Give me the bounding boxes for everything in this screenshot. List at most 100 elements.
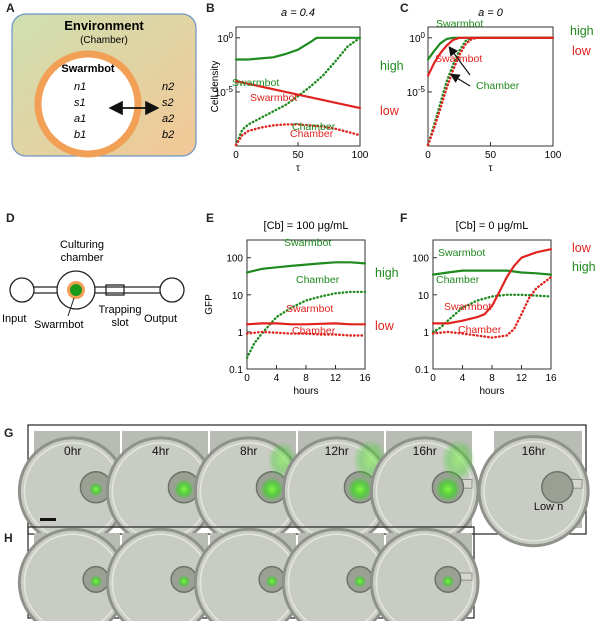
swarmbot-title: Swarmbot xyxy=(61,63,115,75)
environment-title: Environment xyxy=(64,18,144,33)
label-low: low xyxy=(380,104,400,118)
chart-title: [Cb] = 0 μg/mL xyxy=(456,220,529,232)
y-tick-label: 10 xyxy=(232,291,244,302)
x-tick-label: 8 xyxy=(489,373,495,384)
chart-title: [Cb] = 100 μg/mL xyxy=(264,220,349,232)
time-label: 16hr xyxy=(413,444,437,458)
x-axis-label: hours xyxy=(479,386,504,397)
time-label: 8hr xyxy=(240,444,257,458)
var-s2: s2 xyxy=(162,97,174,109)
panel-d: D Culturing chamber Input Swarmbot Trapp… xyxy=(2,211,185,331)
var-b2: b2 xyxy=(162,129,174,141)
x-tick-label: 100 xyxy=(352,150,369,161)
series-line-swarmbot-solid xyxy=(431,269,553,276)
x-tick-label: 8 xyxy=(303,373,309,384)
label-input: Input xyxy=(2,313,26,325)
y-tick-label: 100 xyxy=(226,254,243,265)
x-axis-label: hours xyxy=(293,386,318,397)
y-tick-label: 10 xyxy=(418,291,430,302)
gfp-signal xyxy=(173,479,195,500)
label-swarmbot-red: Swarmbot xyxy=(250,92,297,104)
x-tick-label: 50 xyxy=(292,150,304,161)
gfp-outflow xyxy=(441,438,476,482)
series-line-chamber-dotted xyxy=(431,275,553,339)
label-chamber-green: Chamber xyxy=(476,80,520,92)
panel-letter-h: H xyxy=(4,531,13,545)
y-tick-label: 0.1 xyxy=(229,365,243,376)
x-tick-label: 4 xyxy=(274,373,280,384)
time-label: 16hr xyxy=(522,444,546,458)
gfp-signal xyxy=(177,575,191,588)
label-chamber-green: Chamber xyxy=(292,121,336,133)
micrograph: 0hr xyxy=(17,431,128,546)
swarmbot-pointer xyxy=(67,297,75,317)
arrow-to-red xyxy=(449,73,471,87)
chart-f: F [Cb] = 0 μg/mL 0 4 8 12 16 hours 100 10 1 0.1 Swar… xyxy=(400,211,596,397)
label-low: low xyxy=(375,319,395,333)
micrograph: 8hr xyxy=(193,431,304,546)
var-n1: n1 xyxy=(74,81,86,93)
micrograph xyxy=(17,527,128,626)
panel-a: A Environment (Chamber) Swarmbot n1 s1 a… xyxy=(6,1,197,158)
x-tick-label: 12 xyxy=(330,373,342,384)
series-line-chamber-dotted xyxy=(234,36,362,147)
label-high: high xyxy=(380,59,404,73)
label-output: Output xyxy=(144,313,177,325)
arrow-to-green xyxy=(448,46,471,76)
y-tick-label: 1 xyxy=(423,328,429,339)
label-chamber-red: Chamber xyxy=(292,325,336,337)
frame-caption: Low n xyxy=(534,501,563,513)
x-tick-label: 0 xyxy=(425,150,431,161)
y-tick-label: 100 xyxy=(412,254,429,265)
label-trapping: Trapping xyxy=(98,304,141,316)
chart-title: a = 0 xyxy=(478,7,504,19)
var-n2: n2 xyxy=(162,81,174,93)
series-line-chamber-dotted xyxy=(234,123,362,147)
panel-letter-b: B xyxy=(206,1,215,15)
micrograph xyxy=(369,527,480,626)
label-swarmbot-green: Swarmbot xyxy=(438,247,485,259)
series-line-swarmbot-solid xyxy=(234,36,362,61)
label-low: low xyxy=(572,241,592,255)
series-line-chamber-dotted xyxy=(245,290,367,359)
x-tick-label: 16 xyxy=(359,373,371,384)
label-swarmbot-green: Swarmbot xyxy=(232,77,279,89)
x-tick-label: 50 xyxy=(485,150,497,161)
gfp-signal xyxy=(441,575,455,588)
chart-c: Ca = 0050100τ10010-5SwarmbotSwarmbotCham… xyxy=(400,1,594,174)
label-swarmbot-red: Swarmbot xyxy=(286,303,333,315)
panel-letter-f: F xyxy=(400,211,407,225)
panel-g: G 0hr 4hr 8hr 12hr 16hr 16hr Low n xyxy=(4,424,590,548)
x-tick-label: 16 xyxy=(545,373,557,384)
x-tick-label: 0 xyxy=(233,150,239,161)
panel-letter-c: C xyxy=(400,1,409,15)
panel-letter-a: A xyxy=(6,1,15,15)
y-tick-label: 100 xyxy=(217,31,233,45)
series-line-swarmbot-solid xyxy=(431,248,553,325)
gfp-signal xyxy=(89,575,103,588)
label-chamber-green: Chamber xyxy=(296,274,340,286)
var-b1: b1 xyxy=(74,129,86,141)
time-label: 12hr xyxy=(325,444,349,458)
gfp-signal xyxy=(435,476,461,502)
label-chamber: chamber xyxy=(61,252,104,264)
series-line-chamber-dotted xyxy=(245,330,367,337)
gfp-signal xyxy=(265,575,279,588)
swarmbot-capsule xyxy=(541,470,574,504)
gfp-signal xyxy=(347,476,373,502)
var-s1: s1 xyxy=(74,97,86,109)
panel-letter-e: E xyxy=(206,211,214,225)
series-line-swarmbot-solid xyxy=(426,36,555,77)
y-axis-label: Cell density xyxy=(210,61,221,113)
y-tick-label: 100 xyxy=(409,31,425,45)
chart-e: E [Cb] = 100 μg/mL 0 4 8 12 16 hours 100 10 1 0.1 GF… xyxy=(204,211,399,397)
x-tick-label: 0 xyxy=(244,373,250,384)
y-tick-label: 10-5 xyxy=(215,85,234,99)
label-swarmbot-red: Swarmbot xyxy=(444,301,491,313)
time-label: 0hr xyxy=(64,444,81,458)
y-tick-label: 1 xyxy=(237,328,243,339)
label-low: low xyxy=(572,44,592,58)
panel-letter-g: G xyxy=(4,426,13,440)
